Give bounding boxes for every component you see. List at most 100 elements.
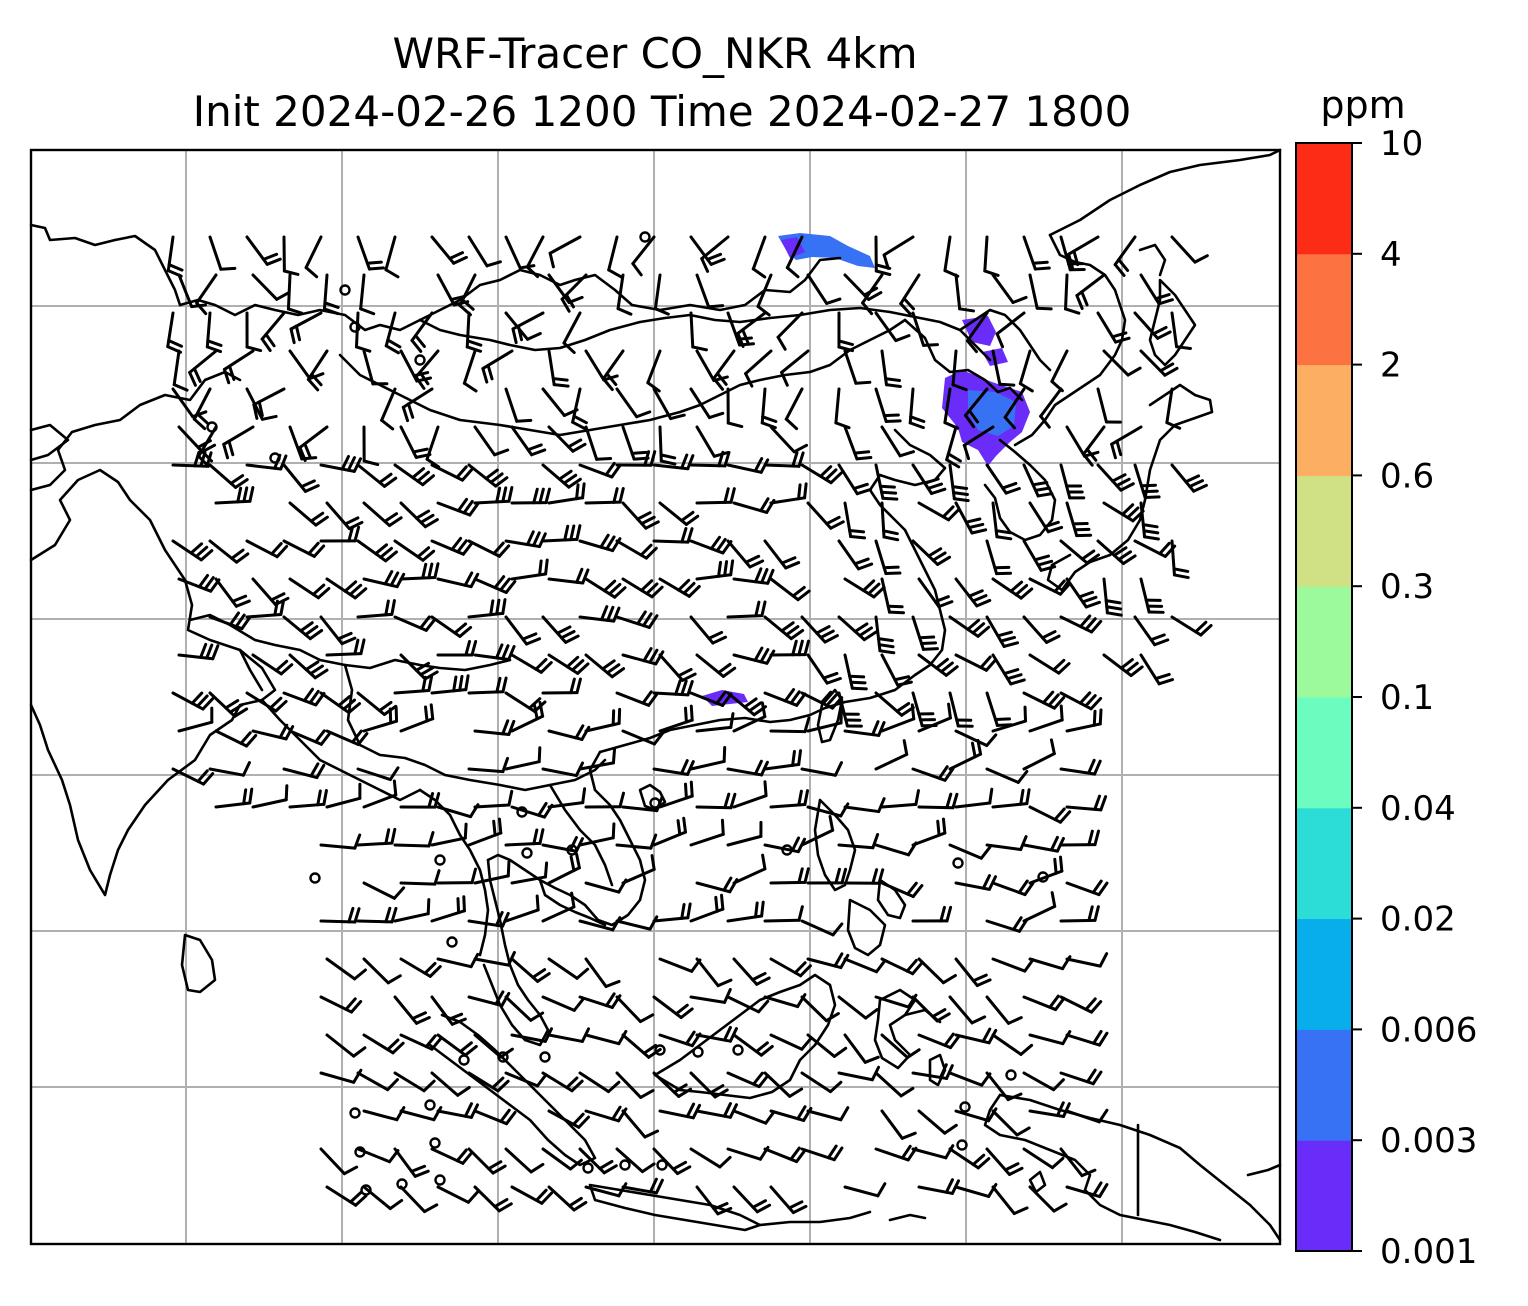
- wind-barb: [473, 789, 514, 809]
- wind-barb: [208, 691, 249, 718]
- wind-barb: [917, 653, 959, 677]
- wind-barb: [362, 779, 398, 809]
- wind-barb: [319, 833, 362, 850]
- wind-barb: [985, 995, 1023, 1025]
- wind-barb: [1102, 501, 1145, 523]
- wind-barb: [362, 425, 380, 467]
- coastline: [1138, 243, 1167, 277]
- wind-barb: [245, 539, 289, 559]
- colorbar: ppm 0.001 0.003 0.006 0.02 0.04 0.1 0.3 0.6 2 4 10: [1295, 83, 1477, 1272]
- wind-barb: [510, 425, 547, 457]
- wind-barb: [880, 1033, 921, 1059]
- wind-barb: [1028, 1185, 1068, 1213]
- wind-barb: [785, 235, 804, 279]
- wind-barb: [1059, 758, 1102, 776]
- wind-barb: [510, 558, 549, 581]
- wind-barb: [362, 705, 399, 733]
- wind-barb: [880, 577, 905, 615]
- wind-barb-calm: [434, 854, 446, 866]
- wind-barb: [584, 487, 625, 505]
- wind-barb: [1170, 463, 1208, 493]
- wind-barb: [282, 235, 300, 276]
- wind-barb: [325, 577, 368, 600]
- wind-barb: [436, 639, 478, 657]
- wind-barb: [954, 729, 998, 748]
- wind-barb: [467, 1071, 510, 1093]
- wind-barb: [322, 273, 340, 316]
- colorbar-tick-label: 0.006: [1380, 1010, 1477, 1050]
- title-line-2: Init 2024-02-26 1200 Time 2024-02-27 180…: [193, 87, 1132, 136]
- wind-barb: [843, 797, 886, 814]
- wind-barb: [874, 739, 909, 771]
- wind-barb: [562, 311, 582, 355]
- wind-barb: [208, 235, 237, 271]
- wind-barb-calm: [1005, 1069, 1017, 1081]
- wind-barb: [384, 311, 402, 355]
- wind-barb: [806, 1033, 848, 1058]
- wind-barb: [399, 792, 441, 809]
- wind-barb: [192, 387, 212, 431]
- coastline: [998, 1093, 1282, 1242]
- wind-barb: [769, 1033, 813, 1051]
- wind-barb: [525, 235, 545, 279]
- wind-barb: [425, 425, 441, 469]
- wind-barb: [744, 349, 773, 388]
- wind-barb: [769, 957, 812, 978]
- wind-barb: [843, 868, 885, 885]
- wind-barb: [1139, 273, 1174, 306]
- wind-barb: [282, 463, 320, 493]
- wind-barb-calm: [429, 1137, 441, 1149]
- wind-barb: [1133, 463, 1161, 499]
- wind-barb: [621, 577, 664, 599]
- wind-barb: [1028, 704, 1064, 733]
- wind-barb: [948, 615, 991, 638]
- wind-barb: [547, 653, 590, 675]
- wind-barb: [615, 915, 659, 931]
- colorbar-segment: [1296, 1140, 1352, 1252]
- wind-barb: [732, 780, 768, 809]
- wind-barb: [578, 747, 617, 771]
- wind-barb: [776, 311, 804, 351]
- wind-barbs: [166, 231, 1213, 1216]
- wind-barb: [880, 501, 900, 542]
- map-panel: [29, 148, 1282, 1246]
- wind-barb: [695, 1185, 733, 1216]
- wind-barb: [473, 1108, 517, 1126]
- wind-barb: [917, 792, 959, 810]
- wind-barb: [695, 487, 736, 505]
- wind-barb: [177, 642, 220, 661]
- wind-barb: [652, 453, 695, 471]
- wind-barb: [362, 957, 402, 985]
- wind-barb: [504, 894, 540, 923]
- wind-barb: [473, 643, 516, 661]
- wind-barb: [393, 831, 435, 848]
- wind-barb-calm: [656, 1159, 668, 1171]
- wind-barb: [837, 833, 880, 850]
- wind-barb: [578, 822, 616, 847]
- wind-barb: [880, 349, 902, 389]
- wind-barb: [843, 957, 887, 974]
- wind-barb: [304, 235, 323, 279]
- wind-barb: [732, 1185, 772, 1214]
- wind-barb-calm: [654, 1044, 666, 1056]
- wind-barb: [510, 487, 551, 505]
- wind-barb: [874, 463, 899, 501]
- wind-barb: [991, 1109, 1031, 1137]
- wind-barb: [621, 501, 660, 530]
- coastline: [178, 256, 842, 332]
- wind-barb: [763, 905, 804, 923]
- wind-barb: [615, 387, 652, 419]
- wind-barb: [700, 235, 730, 273]
- wind-barb: [1059, 1068, 1103, 1086]
- tracer-patch-north: [778, 233, 875, 268]
- wind-barb: [991, 577, 1034, 600]
- wind-barb: [991, 705, 1028, 733]
- wind-barb: [911, 1144, 955, 1160]
- wind-barb: [843, 501, 867, 540]
- coastline: [638, 783, 667, 812]
- coastline: [29, 370, 242, 492]
- wind-barb: [911, 905, 953, 923]
- wind-barb: [473, 860, 511, 885]
- colorbar-tick-label: 0.003: [1380, 1121, 1477, 1161]
